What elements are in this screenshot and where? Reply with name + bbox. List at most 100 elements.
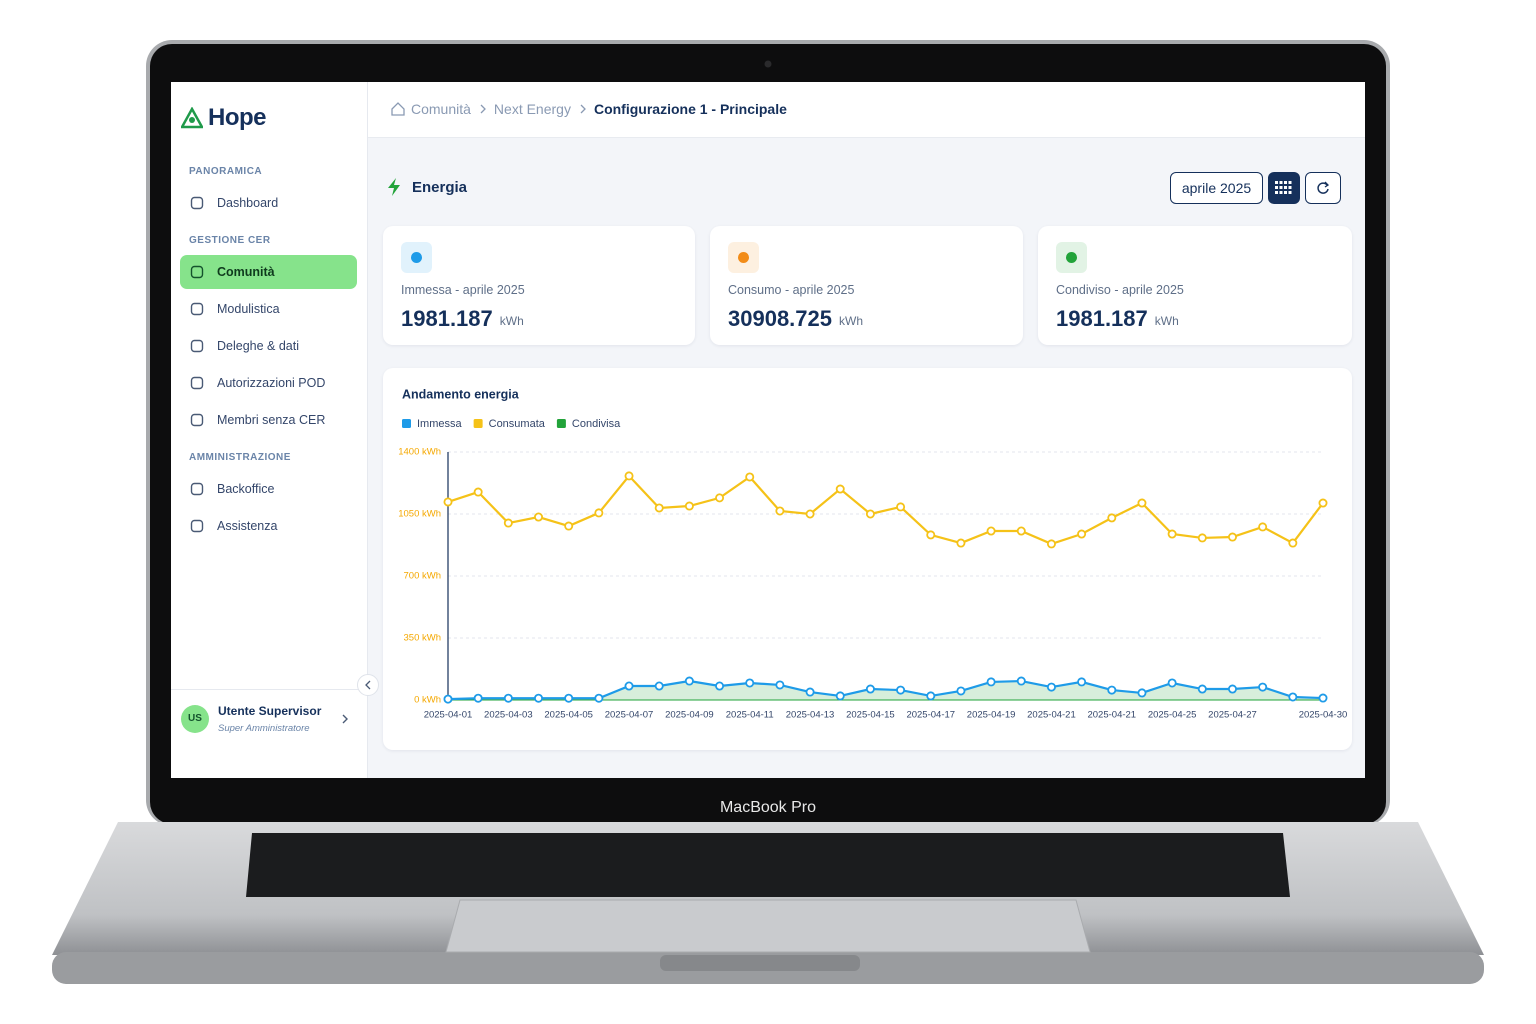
data-point — [503, 693, 513, 703]
data-point — [1016, 526, 1026, 536]
data-point — [715, 493, 725, 503]
data-point — [745, 472, 755, 482]
data-point — [654, 503, 664, 513]
data-point — [594, 693, 604, 703]
breadcrumb-item[interactable]: Comunità — [411, 101, 471, 117]
trackpad — [445, 899, 1091, 953]
data-point — [835, 484, 845, 494]
data-point — [956, 686, 966, 696]
kpi-value: 1981.187 — [401, 306, 493, 331]
logo-mark — [181, 107, 203, 129]
section-title: Energia — [412, 179, 468, 196]
header: Comunità Next Energy Configurazione 1 - Pr… — [368, 82, 1365, 138]
camera — [764, 60, 772, 68]
kpi-icon — [1056, 242, 1087, 273]
legend-swatch — [402, 419, 411, 428]
data-point — [775, 680, 785, 690]
nav-label: Backoffice — [217, 482, 275, 496]
breadcrumb-item[interactable]: Next Energy — [493, 101, 571, 117]
chevron — [342, 714, 348, 724]
breadcrumb-item[interactable]: Configurazione 1 - Principale — [593, 101, 787, 117]
data-point — [684, 676, 694, 686]
kpi-value: 30908.725 — [728, 306, 832, 331]
nav-item[interactable]: Deleghe & dati — [180, 329, 357, 363]
kpi-icon-glyph — [411, 252, 422, 263]
nav-icon — [190, 519, 204, 533]
chart: Andamento energia Immessa Consumata Condivi… — [398, 387, 1348, 721]
data-point — [564, 693, 574, 703]
data-point — [835, 691, 845, 701]
x-tick-label: 2025-04-17 — [906, 710, 955, 721]
nav-item[interactable]: Membri senza CER — [180, 403, 357, 437]
data-point — [503, 518, 513, 528]
y-tick-label: 0 kWh — [414, 695, 441, 706]
calendar-button[interactable] — [1268, 172, 1300, 204]
data-point — [1197, 684, 1207, 694]
bolt-icon — [388, 178, 400, 196]
sidebar: Hope PANORAMICA Dashboard GESTIONE CER Comun… — [171, 82, 368, 778]
refresh-icon — [1317, 181, 1330, 194]
x-tick-label: 2025-04-19 — [967, 710, 1016, 721]
y-tick-label: 1400 kWh — [398, 447, 441, 458]
data-point — [473, 693, 483, 703]
kpi-card: Consumo - aprile 2025 30908.725 kWh — [710, 226, 1023, 345]
data-point — [1016, 676, 1026, 686]
x-tick-label: 2025-04-05 — [544, 710, 593, 721]
data-point — [805, 509, 815, 519]
kpi-icon-glyph — [1066, 252, 1077, 263]
series-line — [447, 679, 1324, 701]
legend-label: Consumata — [489, 418, 546, 430]
divider — [171, 689, 367, 690]
keyboard — [246, 833, 1290, 897]
kpi-icon — [401, 242, 432, 273]
nav-item[interactable]: Modulistica — [180, 292, 357, 326]
refresh-button[interactable] — [1305, 172, 1341, 204]
nav-icon — [190, 482, 204, 496]
x-tick-label: 2025-04-30 — [1299, 710, 1348, 721]
month-button[interactable]: aprile 2025 — [1170, 172, 1263, 204]
data-point — [986, 526, 996, 536]
data-point — [1046, 539, 1056, 549]
nav-icon — [190, 413, 204, 427]
nav-item[interactable]: Assistenza — [180, 509, 357, 543]
nav-item[interactable]: Backoffice — [180, 472, 357, 506]
data-point — [564, 521, 574, 531]
data-point — [1167, 529, 1177, 539]
kpi-card: Condiviso - aprile 2025 1981.187 kWh — [1038, 226, 1352, 345]
kpi-icon — [728, 242, 759, 273]
nav-icon — [190, 302, 204, 316]
nav-item[interactable]: Comunità — [180, 255, 357, 289]
data-point — [624, 681, 634, 691]
avatar: US — [181, 705, 209, 733]
nav-item[interactable]: Dashboard — [180, 186, 357, 220]
data-point — [775, 506, 785, 516]
data-point — [1107, 685, 1117, 695]
nav-icon — [190, 376, 204, 390]
data-point — [443, 497, 453, 507]
data-point — [1167, 678, 1177, 688]
data-point — [1197, 533, 1207, 543]
calendar-icon — [1275, 181, 1292, 194]
data-point — [1258, 682, 1268, 692]
data-point — [1077, 677, 1087, 687]
data-point — [896, 502, 906, 512]
data-point — [896, 685, 906, 695]
kpi-label: Immessa - aprile 2025 — [401, 283, 525, 297]
data-point — [805, 687, 815, 697]
nav-label: Assistenza — [217, 519, 278, 533]
collapse-button[interactable] — [357, 674, 379, 696]
data-point — [1227, 684, 1237, 694]
section-title: PANORAMICA — [189, 166, 263, 177]
logo: Hope — [208, 104, 267, 131]
nav-item[interactable]: Autorizzazioni POD — [180, 366, 357, 400]
notch — [660, 955, 860, 971]
y-tick-label: 1050 kWh — [398, 509, 441, 520]
legend-label: Immessa — [417, 418, 463, 430]
nav-label: Membri senza CER — [217, 413, 326, 427]
data-point — [1318, 693, 1328, 703]
x-tick-label: 2025-04-11 — [726, 710, 774, 721]
nav-icon — [190, 196, 204, 210]
nav-label: Modulistica — [217, 302, 280, 316]
x-tick-label: 2025-04-03 — [484, 710, 533, 721]
